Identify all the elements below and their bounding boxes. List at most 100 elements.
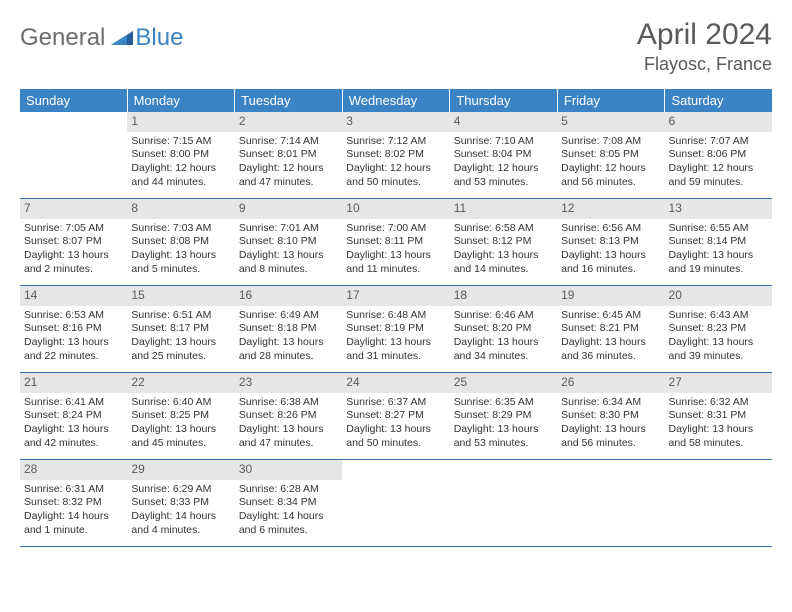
day-number: 14 <box>20 286 127 306</box>
sunrise-line: Sunrise: 6:34 AM <box>561 396 660 410</box>
day-number: 26 <box>557 373 664 393</box>
day-body: Sunrise: 6:37 AMSunset: 8:27 PMDaylight:… <box>342 393 449 455</box>
sunset-line: Sunset: 8:27 PM <box>346 409 445 423</box>
sunrise-line: Sunrise: 6:51 AM <box>131 309 230 323</box>
daylight-line: Daylight: 12 hours and 53 minutes. <box>454 162 553 189</box>
empty-cell <box>450 460 557 546</box>
day-cell: 29Sunrise: 6:29 AMSunset: 8:33 PMDayligh… <box>127 460 234 546</box>
day-body: Sunrise: 7:00 AMSunset: 8:11 PMDaylight:… <box>342 219 449 281</box>
weekday-header: Saturday <box>665 89 772 112</box>
daylight-line: Daylight: 13 hours and 58 minutes. <box>669 423 768 450</box>
day-cell: 26Sunrise: 6:34 AMSunset: 8:30 PMDayligh… <box>557 373 664 459</box>
day-number: 21 <box>20 373 127 393</box>
sunset-line: Sunset: 8:29 PM <box>454 409 553 423</box>
sunrise-line: Sunrise: 7:01 AM <box>239 222 338 236</box>
day-number: 13 <box>665 199 772 219</box>
sunrise-line: Sunrise: 6:55 AM <box>669 222 768 236</box>
week-row: 28Sunrise: 6:31 AMSunset: 8:32 PMDayligh… <box>20 460 772 547</box>
day-body: Sunrise: 6:51 AMSunset: 8:17 PMDaylight:… <box>127 306 234 368</box>
calendar-grid: SundayMondayTuesdayWednesdayThursdayFrid… <box>20 89 772 547</box>
sunset-line: Sunset: 8:05 PM <box>561 148 660 162</box>
day-number: 1 <box>127 112 234 132</box>
sunset-line: Sunset: 8:04 PM <box>454 148 553 162</box>
day-number: 27 <box>665 373 772 393</box>
day-cell: 25Sunrise: 6:35 AMSunset: 8:29 PMDayligh… <box>450 373 557 459</box>
day-number: 3 <box>342 112 449 132</box>
day-cell: 7Sunrise: 7:05 AMSunset: 8:07 PMDaylight… <box>20 199 127 285</box>
sunrise-line: Sunrise: 6:43 AM <box>669 309 768 323</box>
sunset-line: Sunset: 8:14 PM <box>669 235 768 249</box>
day-body: Sunrise: 6:31 AMSunset: 8:32 PMDaylight:… <box>20 480 127 542</box>
location-label: Flayosc, France <box>637 54 772 75</box>
daylight-line: Daylight: 12 hours and 44 minutes. <box>131 162 230 189</box>
day-number: 18 <box>450 286 557 306</box>
weekday-header: Friday <box>558 89 666 112</box>
sunrise-line: Sunrise: 7:08 AM <box>561 135 660 149</box>
sunrise-line: Sunrise: 6:29 AM <box>131 483 230 497</box>
sunrise-line: Sunrise: 6:41 AM <box>24 396 123 410</box>
sunrise-line: Sunrise: 6:49 AM <box>239 309 338 323</box>
day-cell: 18Sunrise: 6:46 AMSunset: 8:20 PMDayligh… <box>450 286 557 372</box>
daylight-line: Daylight: 12 hours and 56 minutes. <box>561 162 660 189</box>
sunset-line: Sunset: 8:33 PM <box>131 496 230 510</box>
day-body: Sunrise: 6:55 AMSunset: 8:14 PMDaylight:… <box>665 219 772 281</box>
day-body: Sunrise: 6:58 AMSunset: 8:12 PMDaylight:… <box>450 219 557 281</box>
daylight-line: Daylight: 13 hours and 31 minutes. <box>346 336 445 363</box>
day-body: Sunrise: 6:45 AMSunset: 8:21 PMDaylight:… <box>557 306 664 368</box>
day-number: 9 <box>235 199 342 219</box>
daylight-line: Daylight: 13 hours and 47 minutes. <box>239 423 338 450</box>
day-body: Sunrise: 6:56 AMSunset: 8:13 PMDaylight:… <box>557 219 664 281</box>
sunset-line: Sunset: 8:24 PM <box>24 409 123 423</box>
day-cell: 9Sunrise: 7:01 AMSunset: 8:10 PMDaylight… <box>235 199 342 285</box>
day-body: Sunrise: 6:35 AMSunset: 8:29 PMDaylight:… <box>450 393 557 455</box>
day-number: 20 <box>665 286 772 306</box>
day-body: Sunrise: 6:28 AMSunset: 8:34 PMDaylight:… <box>235 480 342 542</box>
day-cell: 11Sunrise: 6:58 AMSunset: 8:12 PMDayligh… <box>450 199 557 285</box>
daylight-line: Daylight: 13 hours and 11 minutes. <box>346 249 445 276</box>
logo-text-blue: Blue <box>135 24 183 52</box>
sunrise-line: Sunrise: 6:45 AM <box>561 309 660 323</box>
daylight-line: Daylight: 13 hours and 53 minutes. <box>454 423 553 450</box>
day-cell: 6Sunrise: 7:07 AMSunset: 8:06 PMDaylight… <box>665 112 772 198</box>
daylight-line: Daylight: 13 hours and 39 minutes. <box>669 336 768 363</box>
empty-cell <box>20 112 127 198</box>
sunset-line: Sunset: 8:21 PM <box>561 322 660 336</box>
day-number: 17 <box>342 286 449 306</box>
day-cell: 30Sunrise: 6:28 AMSunset: 8:34 PMDayligh… <box>235 460 342 546</box>
sunrise-line: Sunrise: 6:48 AM <box>346 309 445 323</box>
day-cell: 23Sunrise: 6:38 AMSunset: 8:26 PMDayligh… <box>235 373 342 459</box>
logo-text-general: General <box>20 24 105 52</box>
daylight-line: Daylight: 12 hours and 59 minutes. <box>669 162 768 189</box>
day-body: Sunrise: 7:01 AMSunset: 8:10 PMDaylight:… <box>235 219 342 281</box>
day-number: 25 <box>450 373 557 393</box>
day-number: 16 <box>235 286 342 306</box>
weekday-header: Tuesday <box>235 89 343 112</box>
day-body: Sunrise: 7:15 AMSunset: 8:00 PMDaylight:… <box>127 132 234 194</box>
daylight-line: Daylight: 13 hours and 8 minutes. <box>239 249 338 276</box>
daylight-line: Daylight: 13 hours and 5 minutes. <box>131 249 230 276</box>
day-body: Sunrise: 6:48 AMSunset: 8:19 PMDaylight:… <box>342 306 449 368</box>
day-cell: 13Sunrise: 6:55 AMSunset: 8:14 PMDayligh… <box>665 199 772 285</box>
sunset-line: Sunset: 8:01 PM <box>239 148 338 162</box>
day-number: 5 <box>557 112 664 132</box>
weekday-header-row: SundayMondayTuesdayWednesdayThursdayFrid… <box>20 89 772 112</box>
daylight-line: Daylight: 13 hours and 34 minutes. <box>454 336 553 363</box>
day-body: Sunrise: 6:38 AMSunset: 8:26 PMDaylight:… <box>235 393 342 455</box>
day-cell: 15Sunrise: 6:51 AMSunset: 8:17 PMDayligh… <box>127 286 234 372</box>
weekday-header: Thursday <box>450 89 558 112</box>
sunset-line: Sunset: 8:11 PM <box>346 235 445 249</box>
day-number: 24 <box>342 373 449 393</box>
logo-triangle-icon <box>111 27 133 50</box>
sunrise-line: Sunrise: 7:14 AM <box>239 135 338 149</box>
daylight-line: Daylight: 12 hours and 50 minutes. <box>346 162 445 189</box>
sunset-line: Sunset: 8:06 PM <box>669 148 768 162</box>
daylight-line: Daylight: 13 hours and 56 minutes. <box>561 423 660 450</box>
day-number: 12 <box>557 199 664 219</box>
sunset-line: Sunset: 8:23 PM <box>669 322 768 336</box>
day-body: Sunrise: 7:12 AMSunset: 8:02 PMDaylight:… <box>342 132 449 194</box>
day-body: Sunrise: 6:34 AMSunset: 8:30 PMDaylight:… <box>557 393 664 455</box>
sunrise-line: Sunrise: 6:38 AM <box>239 396 338 410</box>
daylight-line: Daylight: 13 hours and 22 minutes. <box>24 336 123 363</box>
weekday-header: Wednesday <box>343 89 451 112</box>
empty-cell <box>342 460 449 546</box>
